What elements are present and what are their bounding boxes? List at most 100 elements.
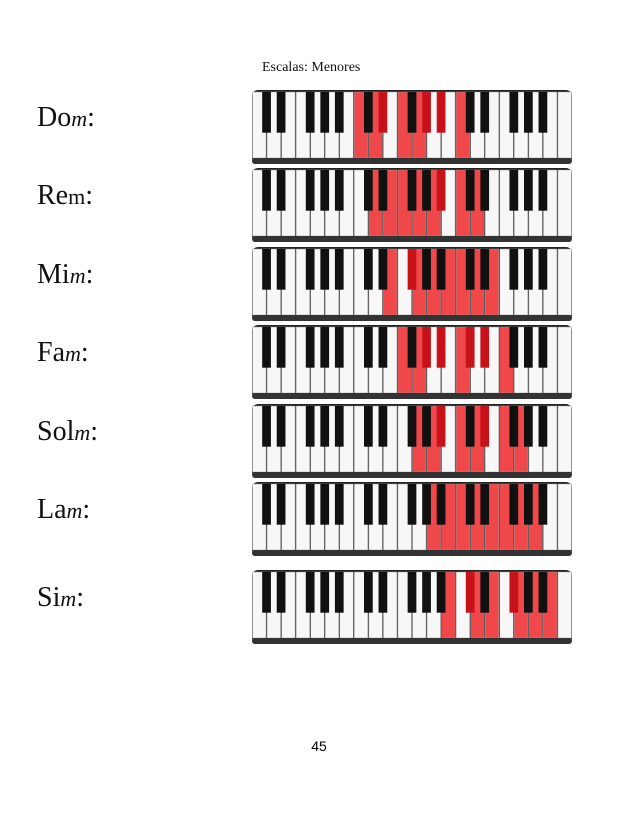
black-key [509, 572, 519, 613]
black-key [509, 484, 519, 525]
black-key [262, 406, 271, 447]
keyboard [252, 325, 572, 399]
black-key [334, 249, 344, 290]
label-mode: m [68, 184, 86, 209]
black-key [320, 484, 330, 525]
black-key [305, 327, 315, 368]
black-key [364, 406, 373, 447]
label-sep: : [90, 416, 99, 447]
label-sep: : [76, 582, 85, 613]
white-key [557, 248, 572, 316]
black-key [407, 484, 417, 525]
black-key [276, 92, 286, 133]
label-mode: m [65, 341, 81, 366]
keyboard-edge [252, 315, 572, 321]
black-key [364, 249, 373, 290]
black-key [305, 572, 315, 613]
black-key [509, 406, 519, 447]
keyboard [252, 404, 572, 478]
label-mode: m [60, 586, 77, 611]
black-key [364, 572, 373, 613]
black-key [364, 92, 373, 133]
keyboard-edge [252, 236, 572, 242]
white-key [557, 169, 572, 237]
label-sep: : [87, 102, 95, 133]
black-key [524, 327, 533, 368]
black-key [436, 572, 446, 613]
keyboard-edge [252, 393, 572, 399]
black-key [422, 92, 431, 133]
white-key [557, 571, 572, 639]
black-key [509, 170, 519, 211]
label-sep: : [85, 180, 94, 211]
label-root: Fa [37, 337, 65, 368]
black-key [364, 327, 373, 368]
keyboard-edge [252, 638, 572, 644]
black-key [364, 484, 373, 525]
black-key [465, 170, 475, 211]
black-key [334, 92, 344, 133]
black-key [480, 484, 490, 525]
black-key [538, 249, 548, 290]
keyboard [252, 168, 572, 242]
black-key [480, 249, 490, 290]
black-key [538, 170, 548, 211]
black-key [524, 170, 533, 211]
black-key [538, 484, 548, 525]
black-key [262, 92, 271, 133]
black-key [276, 249, 286, 290]
page-number: 45 [311, 738, 327, 754]
black-key [436, 92, 446, 133]
label-root: Mi [37, 259, 70, 290]
black-key [364, 170, 373, 211]
black-key [538, 572, 548, 613]
black-key [276, 170, 286, 211]
keyboard-edge [252, 550, 572, 556]
black-key [436, 406, 446, 447]
label-root: Si [37, 582, 61, 613]
label-root: Re [37, 180, 69, 211]
black-key [276, 327, 286, 368]
scale-label: Dom: [37, 102, 95, 134]
black-key [305, 249, 315, 290]
black-key [334, 327, 344, 368]
label-mode: m [66, 498, 83, 523]
black-key [334, 484, 344, 525]
black-key [305, 170, 315, 211]
scale-label: Lam: [37, 494, 90, 526]
keyboard [252, 90, 572, 164]
keyboard [252, 247, 572, 321]
black-key [422, 572, 431, 613]
white-key [557, 326, 572, 394]
label-sep: : [80, 337, 89, 368]
black-key [378, 327, 388, 368]
black-key [378, 406, 388, 447]
black-key [262, 327, 271, 368]
black-key [480, 170, 490, 211]
black-key [320, 406, 330, 447]
white-key [557, 91, 572, 159]
scale-label: Solm: [37, 416, 98, 448]
label-mode: m [69, 263, 86, 288]
label-mode: m [74, 420, 91, 445]
black-key [320, 572, 330, 613]
black-key [407, 249, 417, 290]
black-key [305, 484, 315, 525]
black-key [524, 572, 533, 613]
label-sep: : [85, 259, 94, 290]
black-key [465, 249, 475, 290]
black-key [262, 572, 271, 613]
black-key [465, 572, 475, 613]
black-key [262, 170, 271, 211]
black-key [276, 484, 286, 525]
black-key [509, 92, 519, 133]
label-sep: : [82, 494, 91, 525]
black-key [480, 327, 490, 368]
black-key [262, 249, 271, 290]
black-key [378, 572, 388, 613]
black-key [378, 249, 388, 290]
black-key [538, 92, 548, 133]
keyboard [252, 482, 572, 556]
black-key [422, 249, 431, 290]
